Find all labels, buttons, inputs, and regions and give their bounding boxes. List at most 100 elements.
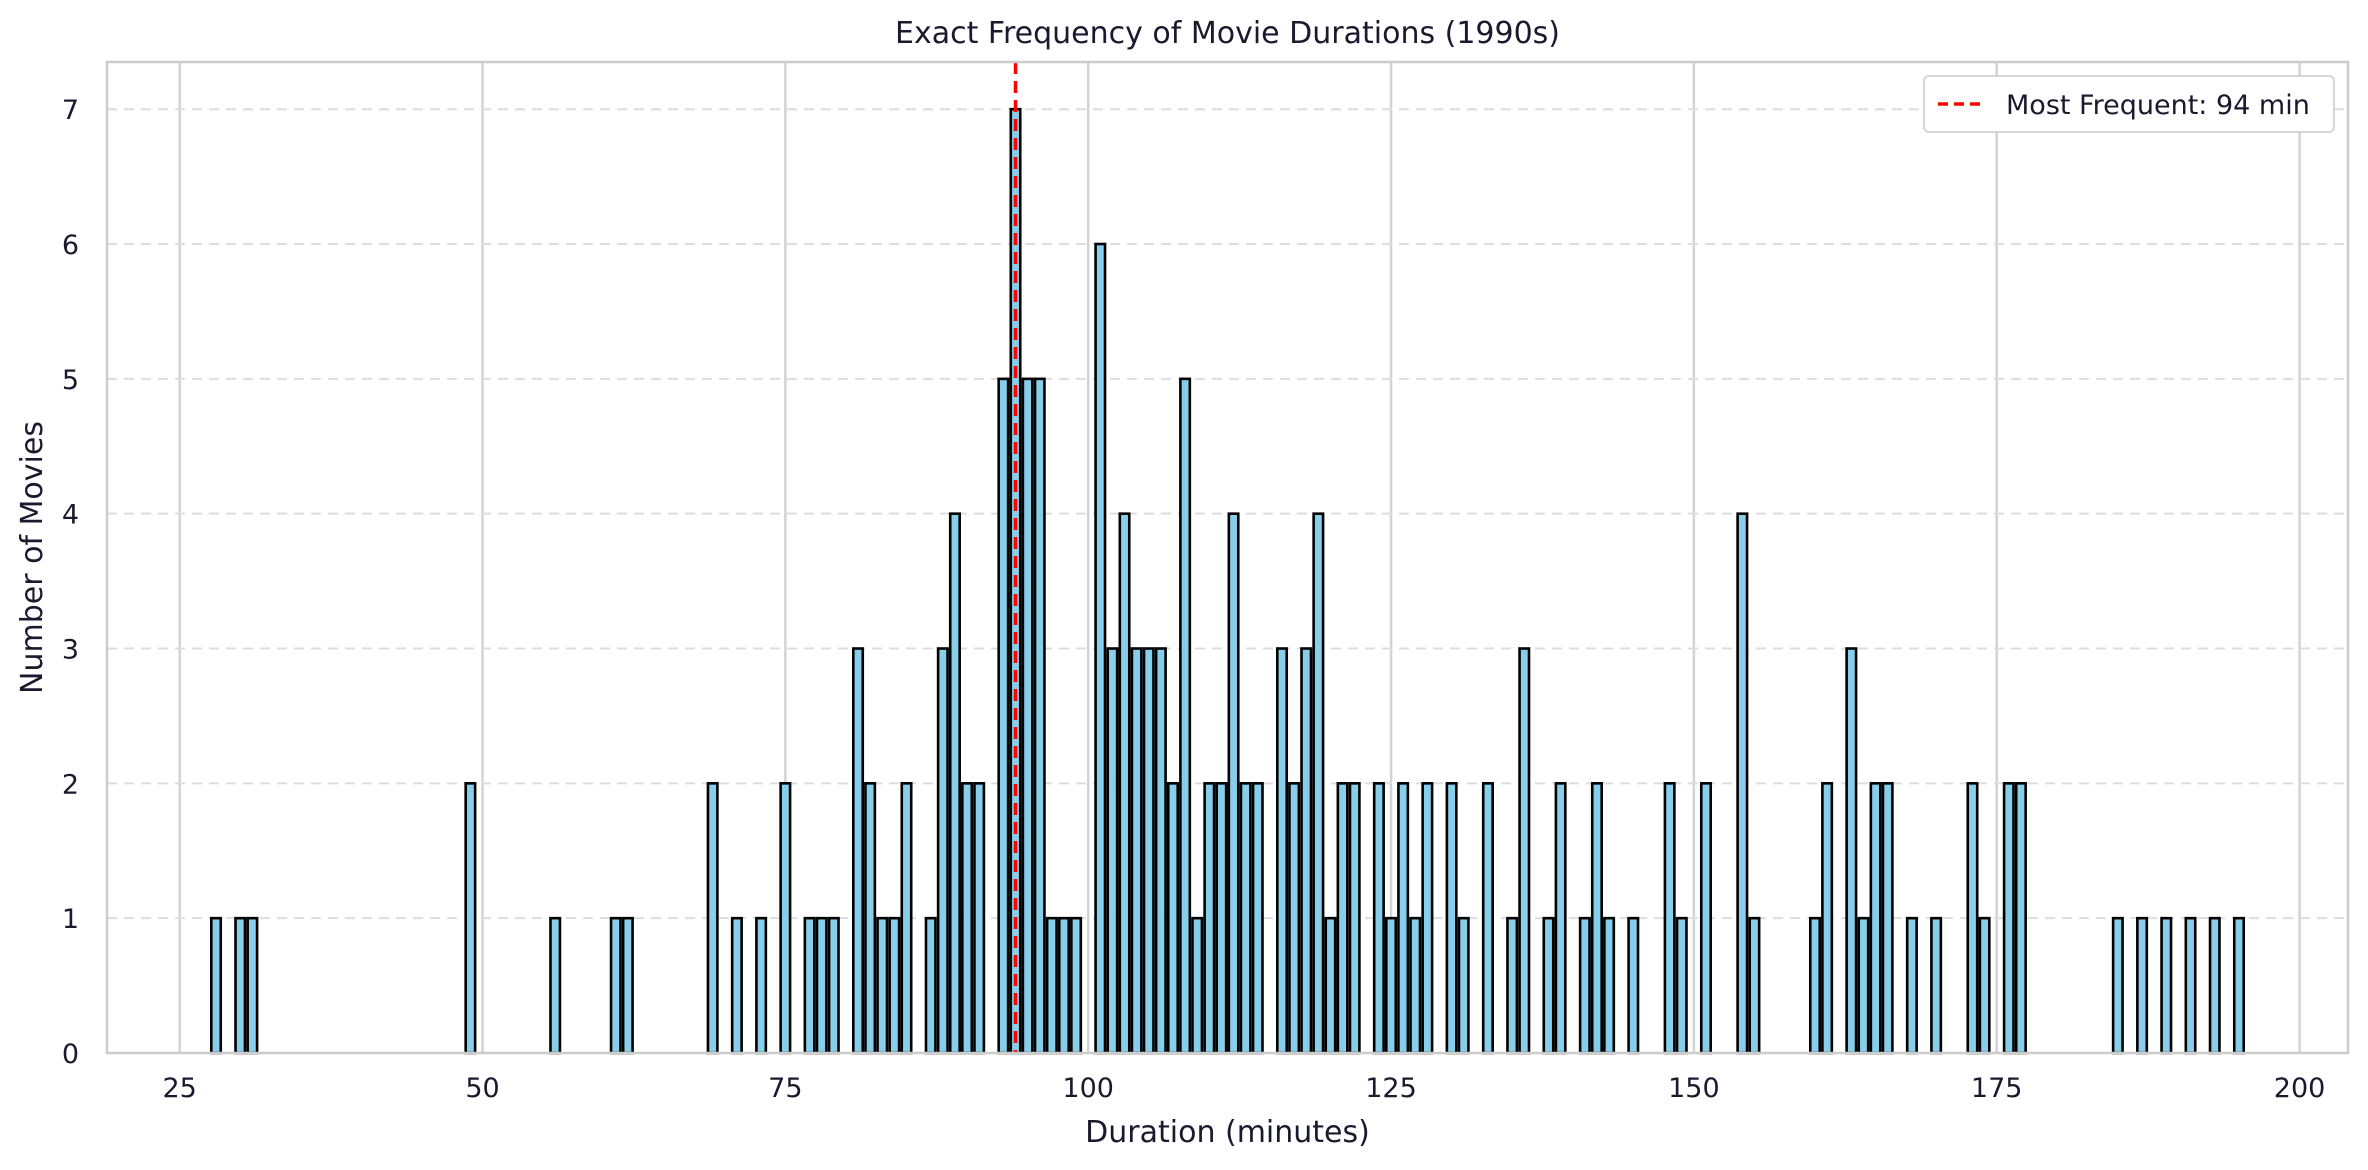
x-tick-label: 100 [1062, 1073, 1114, 1104]
bar [1518, 647, 1531, 1055]
bar [1251, 782, 1264, 1055]
bar [1845, 647, 1858, 1055]
bar [1191, 916, 1204, 1055]
bar [1663, 782, 1676, 1055]
bar [755, 916, 768, 1055]
y-tick-label: 4 [62, 500, 79, 531]
bar [1554, 782, 1567, 1055]
bar [1445, 782, 1458, 1055]
x-axis-label: Duration (minutes) [1085, 1115, 1370, 1150]
bar [1736, 512, 1749, 1055]
bar [2136, 916, 2149, 1055]
bar [1312, 512, 1325, 1055]
bar [961, 782, 974, 1055]
bar [1699, 782, 1713, 1055]
x-tick-label: 75 [768, 1073, 802, 1104]
bar [1130, 647, 1143, 1055]
bar [1481, 782, 1494, 1055]
bars-layer [209, 107, 2246, 1055]
bar [1821, 782, 1834, 1055]
bar [888, 916, 901, 1055]
bar [1070, 916, 1083, 1055]
bar [1275, 647, 1289, 1055]
y-axis-label: Number of Movies [15, 421, 50, 694]
bar [1506, 916, 1519, 1055]
bar [936, 647, 949, 1055]
bar [924, 916, 937, 1055]
bar [815, 916, 828, 1055]
grid-layer [107, 62, 2348, 1053]
bar [246, 916, 259, 1055]
bar [2184, 916, 2197, 1055]
bar [1590, 782, 1603, 1055]
bar [1166, 782, 1180, 1055]
x-tick-label: 125 [1365, 1073, 1417, 1104]
bar [1239, 782, 1252, 1055]
ticks-layer: 25 50 75 100 125 150 175 200 0 1 2 3 4 5 6 7 [62, 95, 2326, 1104]
chart-title: Exact Frequency of Movie Durations (1990… [895, 16, 1560, 51]
x-tick-label: 200 [2274, 1073, 2326, 1104]
bar [621, 916, 634, 1055]
bar [2014, 782, 2027, 1055]
bar [779, 782, 792, 1055]
bar [2111, 916, 2124, 1055]
y-tick-label: 2 [62, 769, 79, 800]
bar [2208, 916, 2221, 1055]
x-tick-label: 150 [1668, 1073, 1720, 1104]
y-tick-label: 7 [62, 95, 79, 126]
bar [1106, 647, 1119, 1055]
bar [1154, 647, 1167, 1055]
bar [1348, 782, 1361, 1055]
bar [1627, 916, 1640, 1055]
bar [1409, 916, 1422, 1055]
bar [864, 782, 877, 1055]
bar [1930, 916, 1943, 1055]
bar [209, 916, 223, 1055]
bar [1457, 916, 1470, 1055]
bar [1045, 916, 1058, 1055]
bar [1142, 647, 1155, 1055]
bar [1869, 782, 1882, 1055]
bar [1675, 916, 1688, 1055]
bar [803, 916, 816, 1055]
bar [948, 512, 961, 1055]
bar [549, 916, 562, 1055]
bar [1288, 782, 1301, 1055]
bar [706, 782, 719, 1055]
bar [1603, 916, 1616, 1055]
bar [1057, 916, 1070, 1055]
bar [1324, 916, 1337, 1055]
bar [1033, 377, 1046, 1055]
bar [1397, 782, 1410, 1055]
bar [2160, 916, 2173, 1055]
y-tick-label: 1 [62, 904, 79, 935]
bar [973, 782, 986, 1055]
legend-label: Most Frequent: 94 min [2006, 90, 2310, 121]
plot-frame [105, 60, 2350, 1055]
y-tick-label: 5 [62, 365, 79, 396]
bar [1215, 782, 1228, 1055]
y-tick-label: 3 [62, 635, 79, 666]
bar [1578, 916, 1591, 1055]
bar [1021, 377, 1034, 1055]
bar [900, 782, 913, 1055]
legend-box [1923, 75, 2335, 133]
bar [1300, 647, 1313, 1055]
bar [1905, 916, 1918, 1055]
bar [1542, 916, 1555, 1055]
bar [876, 916, 889, 1055]
bar [827, 916, 840, 1055]
bar [1966, 782, 1979, 1055]
bar [464, 782, 477, 1055]
bar [1179, 377, 1192, 1055]
bar [997, 377, 1010, 1055]
bar [1372, 782, 1385, 1055]
bar [1978, 916, 1991, 1055]
bar [2232, 916, 2246, 1055]
bar [852, 647, 865, 1055]
bar [1881, 782, 1894, 1055]
x-tick-label: 175 [1971, 1073, 2023, 1104]
bar [1385, 916, 1398, 1055]
